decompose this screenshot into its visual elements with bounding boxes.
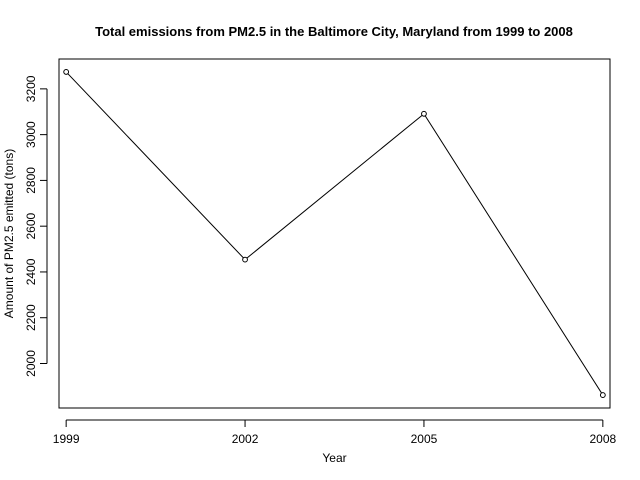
series-group [63,69,606,398]
x-tick-label: 2005 [411,432,438,446]
x-tick-label: 2008 [589,432,616,446]
y-tick-label: 2000 [24,350,38,377]
chart-title: Total emissions from PM2.5 in the Baltim… [95,24,573,39]
y-tick-label: 3000 [24,121,38,148]
plot-frame [58,58,611,409]
x-axis: 1999 2002 2005 2008 [53,419,617,446]
x-tick-label: 2002 [232,432,259,446]
y-axis: 2000 2200 2400 2600 2800 3000 3200 [24,75,48,377]
data-point [599,392,606,398]
series-line [65,71,604,396]
y-tick-label: 2800 [24,167,38,194]
data-point [242,256,248,263]
y-tick-label: 2400 [24,258,38,285]
y-axis-label: Amount of PM2.5 emitted (tons) [2,149,16,318]
y-tick-label: 2600 [24,213,38,240]
data-point [63,69,70,75]
y-tick-label: 3200 [24,75,38,102]
x-axis-label: Year [322,451,346,465]
data-point [421,110,427,117]
y-tick-label: 2200 [24,304,38,331]
x-tick-label: 1999 [53,432,80,446]
